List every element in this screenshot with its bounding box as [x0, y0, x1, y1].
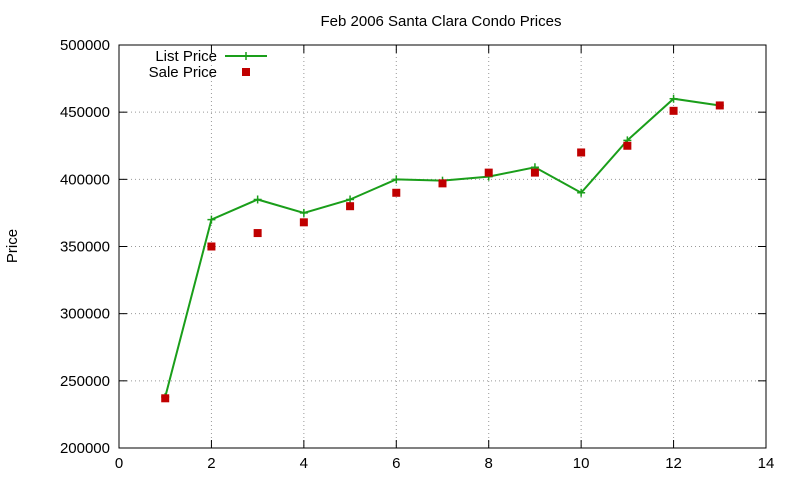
data-point: [438, 179, 447, 188]
chart-title: Feb 2006 Santa Clara Condo Prices: [321, 13, 562, 30]
data-point: [669, 94, 678, 103]
grid: [119, 45, 766, 448]
y-axis-label: Price: [4, 229, 21, 263]
x-tick-label: 4: [300, 455, 308, 472]
legend-entry: Sale Price: [149, 64, 250, 81]
data-point: [484, 168, 493, 177]
data-point: [161, 394, 170, 403]
legend-label: List Price: [155, 48, 217, 65]
y-tick-label: 450000: [60, 104, 110, 121]
x-tick-label: 14: [758, 455, 775, 472]
x-tick-label: 12: [665, 455, 682, 472]
data-point: [299, 208, 308, 217]
legend-marker: [242, 68, 250, 76]
ticks: 0 2 4 6 8 10 12 14 200000 250000 300000 350000 40000…: [60, 37, 774, 472]
y-tick-label: 250000: [60, 373, 110, 390]
data-point: [577, 188, 586, 197]
data-point: [253, 229, 262, 238]
data-point: [346, 202, 355, 211]
legend-label: Sale Price: [149, 64, 217, 81]
y-tick-label: 350000: [60, 239, 110, 256]
plot-frame: [118, 44, 767, 449]
x-tick-label: 6: [392, 455, 400, 472]
data-point: [669, 106, 678, 115]
data-point: [715, 101, 724, 110]
y-tick-label: 200000: [60, 440, 110, 457]
data-point: [207, 215, 216, 224]
data-point: [299, 218, 308, 227]
data-point: [392, 175, 401, 184]
x-tick-label: 2: [207, 455, 215, 472]
legend-marker: [242, 52, 250, 60]
series-0: [161, 94, 724, 401]
data-point: [577, 148, 586, 157]
series-line: [164, 97, 720, 398]
x-tick-label: 0: [115, 455, 123, 472]
series: [161, 94, 724, 403]
data-point: [530, 168, 539, 177]
data-point: [207, 242, 216, 251]
y-tick-label: 300000: [60, 306, 110, 323]
data-point: [253, 195, 262, 204]
x-tick-label: 8: [485, 455, 493, 472]
series-1: [161, 101, 724, 403]
data-point: [346, 195, 355, 204]
data-point: [392, 188, 401, 197]
legend-entry: List Price: [155, 48, 267, 65]
y-tick-label: 400000: [60, 171, 110, 188]
y-tick-label: 500000: [60, 37, 110, 54]
data-point: [623, 141, 632, 150]
x-tick-label: 10: [573, 455, 590, 472]
